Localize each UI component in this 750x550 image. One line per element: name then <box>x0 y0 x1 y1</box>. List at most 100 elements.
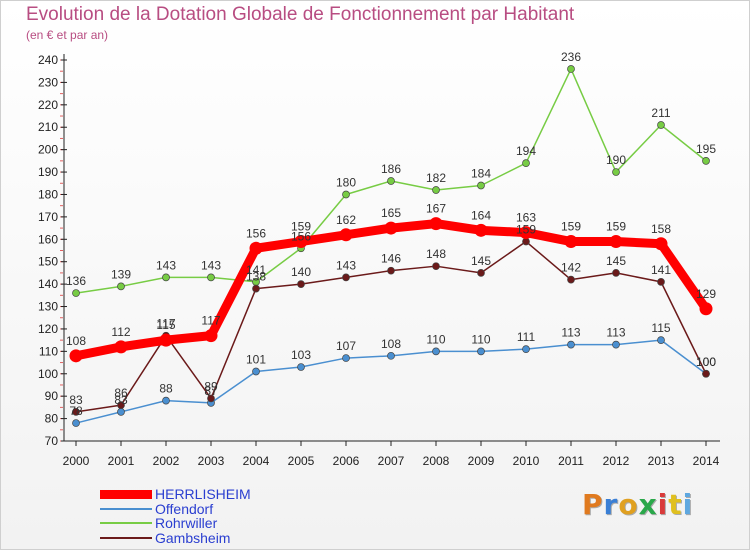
data-label-gambsheim: 89 <box>204 379 218 393</box>
data-label-offendorf: 108 <box>381 337 401 351</box>
point-gambsheim <box>522 237 530 246</box>
data-label-offendorf: 78 <box>69 404 83 418</box>
point-offendorf <box>72 419 80 427</box>
point-herrlisheim <box>384 221 398 235</box>
data-label-offendorf: 88 <box>159 382 173 396</box>
x-tick-label: 2006 <box>333 454 360 468</box>
legend-swatch-rohrwiller <box>100 522 152 524</box>
data-label-gambsheim: 145 <box>471 254 491 268</box>
y-tick-label: 140 <box>38 277 58 291</box>
x-tick-label: 2013 <box>648 454 675 468</box>
point-rohrwiller <box>162 273 170 282</box>
legend-swatch-gambsheim <box>100 536 152 539</box>
x-tick-label: 2001 <box>108 454 135 468</box>
point-offendorf <box>297 363 305 371</box>
x-tick-label: 2000 <box>63 454 90 468</box>
data-label-gambsheim: 117 <box>156 317 175 331</box>
y-tick-label: 110 <box>39 344 58 358</box>
point-rohrwiller <box>342 190 350 199</box>
point-offendorf <box>252 367 260 376</box>
y-tick-label: 150 <box>38 255 58 269</box>
data-label-offendorf: 113 <box>606 326 625 340</box>
point-herrlisheim <box>249 241 263 255</box>
point-rohrwiller <box>657 121 665 129</box>
data-label-gambsheim: 145 <box>606 254 626 268</box>
x-tick-label: 2012 <box>603 454 630 468</box>
point-gambsheim <box>387 266 395 275</box>
data-label-rohrwiller: 180 <box>336 175 356 189</box>
series-rohrwiller <box>72 65 710 297</box>
point-gambsheim <box>252 284 260 293</box>
y-tick-label: 180 <box>38 187 58 201</box>
data-label-gambsheim: 146 <box>381 252 401 266</box>
point-offendorf <box>477 347 485 356</box>
legend-label-rohrwiller: Rohrwiller <box>155 515 218 531</box>
x-tick-label: 2011 <box>558 454 584 468</box>
data-label-rohrwiller: 143 <box>156 258 176 272</box>
point-herrlisheim <box>429 217 443 231</box>
point-offendorf <box>657 336 665 344</box>
data-label-offendorf: 103 <box>291 348 311 362</box>
y-tick-label: 90 <box>45 389 59 403</box>
data-label-herrlisheim: 115 <box>156 318 175 332</box>
data-label-herrlisheim: 159 <box>561 220 581 234</box>
series-herrlisheim <box>69 217 713 363</box>
point-gambsheim <box>657 278 665 286</box>
point-herrlisheim <box>654 237 668 251</box>
data-label-offendorf: 87 <box>204 384 218 398</box>
legend-swatch-herrlisheim <box>100 489 152 499</box>
data-label-gambsheim: 100 <box>696 355 716 369</box>
proxiti-logo: Proxiti <box>582 488 694 521</box>
point-offendorf <box>387 351 395 360</box>
data-label-rohrwiller: 236 <box>561 50 581 64</box>
data-label-gambsheim: 143 <box>336 258 356 272</box>
y-tick-label: 70 <box>45 434 59 448</box>
point-rohrwiller <box>477 181 485 190</box>
point-herrlisheim <box>519 226 533 240</box>
point-rohrwiller <box>117 282 125 291</box>
point-herrlisheim <box>564 235 578 249</box>
data-label-herrlisheim: 165 <box>381 206 401 220</box>
series-gambsheim <box>72 237 710 416</box>
x-tick-label: 2005 <box>288 454 315 468</box>
data-label-offendorf: 110 <box>471 332 490 346</box>
point-rohrwiller <box>612 168 620 176</box>
point-gambsheim <box>567 275 575 284</box>
point-gambsheim <box>612 269 620 277</box>
axes: 7080901001101201301401501601701801902002… <box>38 53 720 468</box>
data-label-gambsheim: 141 <box>651 263 671 277</box>
series-layer <box>69 65 713 427</box>
data-label-herrlisheim: 108 <box>66 334 86 348</box>
data-label-herrlisheim: 158 <box>651 222 671 236</box>
x-tick-label: 2007 <box>378 454 405 468</box>
point-offendorf <box>567 340 575 349</box>
data-label-herrlisheim: 159 <box>291 220 311 234</box>
data-label-offendorf: 107 <box>336 339 356 353</box>
point-offendorf <box>117 408 125 416</box>
data-label-offendorf: 113 <box>561 326 580 340</box>
point-offendorf <box>522 345 530 353</box>
data-label-offendorf: 115 <box>651 321 670 335</box>
data-label-offendorf: 111 <box>517 330 536 344</box>
data-label-rohrwiller: 190 <box>606 153 626 167</box>
point-offendorf <box>342 354 350 362</box>
data-label-rohrwiller: 195 <box>696 142 716 156</box>
y-tick-label: 230 <box>38 75 58 89</box>
point-offendorf <box>612 340 620 349</box>
y-tick-label: 200 <box>38 143 58 157</box>
x-tick-label: 2004 <box>243 454 270 468</box>
chart-title: Evolution de la Dotation Globale de Fonc… <box>26 4 575 25</box>
legend-label-herrlisheim: HERRLISHEIM <box>155 486 251 502</box>
y-tick-label: 100 <box>38 367 58 381</box>
y-tick-label: 210 <box>38 120 58 134</box>
data-label-gambsheim: 83 <box>69 393 83 407</box>
data-label-offendorf: 100 <box>696 355 716 369</box>
x-tick-label: 2003 <box>198 454 225 468</box>
y-tick-label: 220 <box>38 98 58 112</box>
x-tick-label: 2010 <box>513 454 540 468</box>
data-label-herrlisheim: 163 <box>516 211 536 225</box>
x-tick-label: 2008 <box>423 454 450 468</box>
point-herrlisheim <box>294 235 308 249</box>
